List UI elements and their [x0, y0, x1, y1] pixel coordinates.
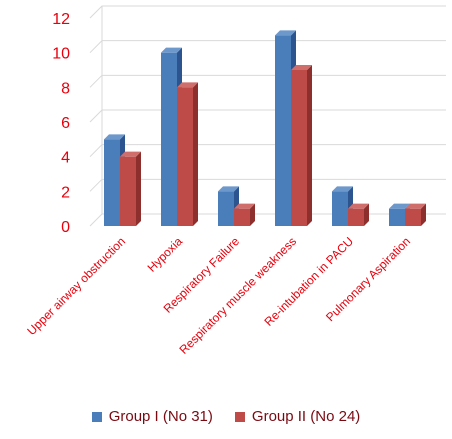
bars [104, 30, 426, 227]
y-tick-label: 10 [52, 46, 70, 63]
bar-top [332, 186, 353, 192]
bar-top [104, 134, 125, 140]
bar-side [193, 82, 198, 226]
gridline [89, 5, 446, 19]
bar-top [234, 203, 255, 209]
bar-group-2-4 [291, 65, 312, 226]
bar-top [120, 151, 141, 157]
y-tick-label: 0 [61, 219, 70, 236]
bar-group-2-3 [234, 203, 255, 226]
bar-group-2-6 [405, 203, 426, 226]
bar-front [161, 52, 177, 226]
bar-side [136, 151, 141, 226]
x-tick-label: Upper airway obstruction [24, 234, 128, 338]
y-tick-label: 2 [61, 184, 70, 201]
bar-front [291, 70, 307, 226]
legend-item-group-2: Group II (No 24) [234, 408, 361, 425]
x-tick-label: Respiratory muscle weakness [177, 234, 300, 357]
bar-front [389, 208, 405, 226]
bar-top [275, 30, 296, 36]
bar-front [275, 35, 291, 227]
bar-front [104, 139, 120, 226]
bar-side [421, 203, 426, 226]
x-tick-label: Hypoxia [145, 234, 186, 275]
y-tick-label: 12 [52, 11, 70, 28]
bar-group-2-5 [348, 203, 369, 226]
legend: Group I (No 31) Group II (No 24) [0, 408, 452, 425]
bar-front [234, 208, 250, 226]
gridlines [89, 5, 446, 227]
legend-label-group-2: Group II (No 24) [251, 408, 361, 425]
bar-side [250, 203, 255, 226]
bar-top [177, 82, 198, 88]
bar-top [218, 186, 239, 192]
legend-swatch-group-2 [234, 411, 245, 422]
y-axis-ticks: 0 2 4 6 8 10 12 [52, 11, 70, 236]
bar-front [120, 156, 136, 226]
bar-chart: 0 2 4 6 8 10 12 Upper airway obstruction Hypoxi… [24, 5, 446, 357]
bar-top [291, 65, 312, 70]
y-tick-label: 8 [61, 80, 70, 97]
y-tick-label: 4 [61, 150, 70, 167]
gridline [89, 178, 446, 192]
gridline [89, 109, 446, 123]
x-axis-labels: Upper airway obstruction HypoxiaRespirato… [24, 234, 413, 357]
bar-top [161, 47, 182, 53]
gridline [89, 74, 446, 88]
bar-side [307, 65, 312, 226]
bar-front [332, 191, 348, 226]
bar-front [218, 191, 234, 226]
bar-top [389, 203, 410, 209]
bar-group-2-2 [177, 82, 198, 226]
legend-swatch-group-1 [91, 411, 102, 422]
legend-item-group-1: Group I (No 31) [91, 408, 213, 425]
bar-front [348, 208, 364, 226]
y-tick-label: 6 [61, 115, 70, 132]
gridline [89, 144, 446, 158]
bar-side [364, 203, 369, 226]
legend-label-group-1: Group I (No 31) [108, 408, 213, 425]
bar-front [405, 208, 421, 226]
bar-top [405, 203, 426, 209]
bar-group-2-1 [120, 151, 141, 226]
bar-front [177, 87, 193, 226]
gridline [89, 40, 446, 54]
bar-top [348, 203, 369, 209]
